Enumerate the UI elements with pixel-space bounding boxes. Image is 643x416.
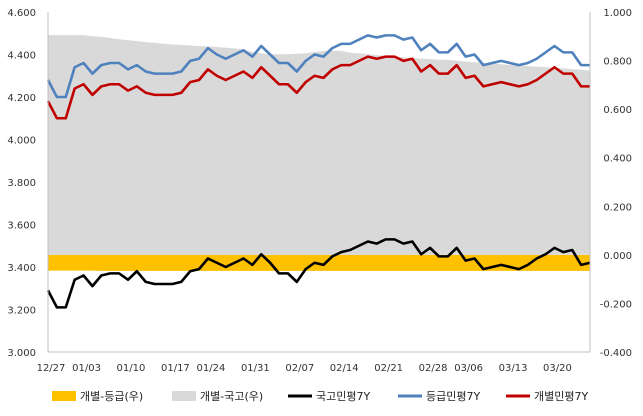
y-right-tick-label: -0.200 bbox=[600, 299, 632, 310]
y-left-tick-label: 4.200 bbox=[7, 93, 36, 104]
y-left-tick-label: 4.600 bbox=[7, 8, 36, 19]
y-right-tick-label: 1.000 bbox=[603, 8, 632, 19]
x-tick-label: 02/14 bbox=[330, 363, 359, 374]
x-tick-label: 01/10 bbox=[117, 363, 146, 374]
legend-label: 개별-등급(우) bbox=[80, 390, 143, 403]
x-tick-label: 02/21 bbox=[374, 363, 403, 374]
x-tick-label: 02/07 bbox=[285, 363, 314, 374]
legend-label: 개별-국고(우) bbox=[200, 390, 263, 403]
x-tick-label: 03/13 bbox=[499, 363, 528, 374]
line-layer bbox=[46, 34, 591, 309]
y-left-tick-label: 3.800 bbox=[7, 178, 36, 189]
legend-label: 개별민평7Y bbox=[534, 390, 588, 403]
legend-label: 등급민평7Y bbox=[426, 390, 480, 403]
y-right-tick-label: -0.400 bbox=[600, 348, 632, 359]
line-개별민평7y bbox=[46, 55, 590, 120]
line-국고민평7y bbox=[46, 238, 591, 309]
axes-layer: 3.000 3.200 3.400 3.600 3.800 4.000 4.200 4.400… bbox=[7, 8, 632, 374]
x-tick-label: 01/17 bbox=[161, 363, 190, 374]
legend-label: 국고민평7Y bbox=[316, 390, 370, 403]
y-right-tick-label: 0.400 bbox=[603, 154, 632, 165]
y-left-tick-label: 3.200 bbox=[7, 306, 36, 317]
y-left-tick-label: 3.600 bbox=[7, 221, 36, 232]
x-tick-label: 01/24 bbox=[197, 363, 226, 374]
y-left-tick-label: 3.400 bbox=[7, 263, 36, 274]
line-등급민평7y bbox=[46, 34, 590, 99]
legend: 개별-등급(우) 개별-국고(우) 국고민평7Y 등급민평7Y 개별민평7Y bbox=[52, 390, 588, 403]
x-tick-label: 01/31 bbox=[241, 363, 270, 374]
legend-swatch-개별-국고-우- bbox=[172, 391, 196, 401]
y-right-tick-label: 0.200 bbox=[603, 202, 632, 213]
y-right-tick-label: 0.000 bbox=[603, 251, 632, 262]
y-left-tick-label: 4.400 bbox=[7, 51, 36, 62]
area-layer bbox=[48, 35, 590, 271]
y-right-tick-label: 0.600 bbox=[603, 105, 632, 116]
x-tick-label: 12/27 bbox=[37, 363, 66, 374]
x-tick-label: 03/06 bbox=[454, 363, 483, 374]
y-right-tick-label: 0.800 bbox=[603, 57, 632, 68]
y-left-tick-label: 3.000 bbox=[7, 348, 36, 359]
legend-swatch-개별-등급-우- bbox=[52, 391, 76, 401]
x-tick-label: 02/28 bbox=[419, 363, 448, 374]
x-tick-label: 01/03 bbox=[72, 363, 101, 374]
y-left-tick-label: 4.000 bbox=[7, 136, 36, 147]
x-tick-label: 03/20 bbox=[543, 363, 572, 374]
